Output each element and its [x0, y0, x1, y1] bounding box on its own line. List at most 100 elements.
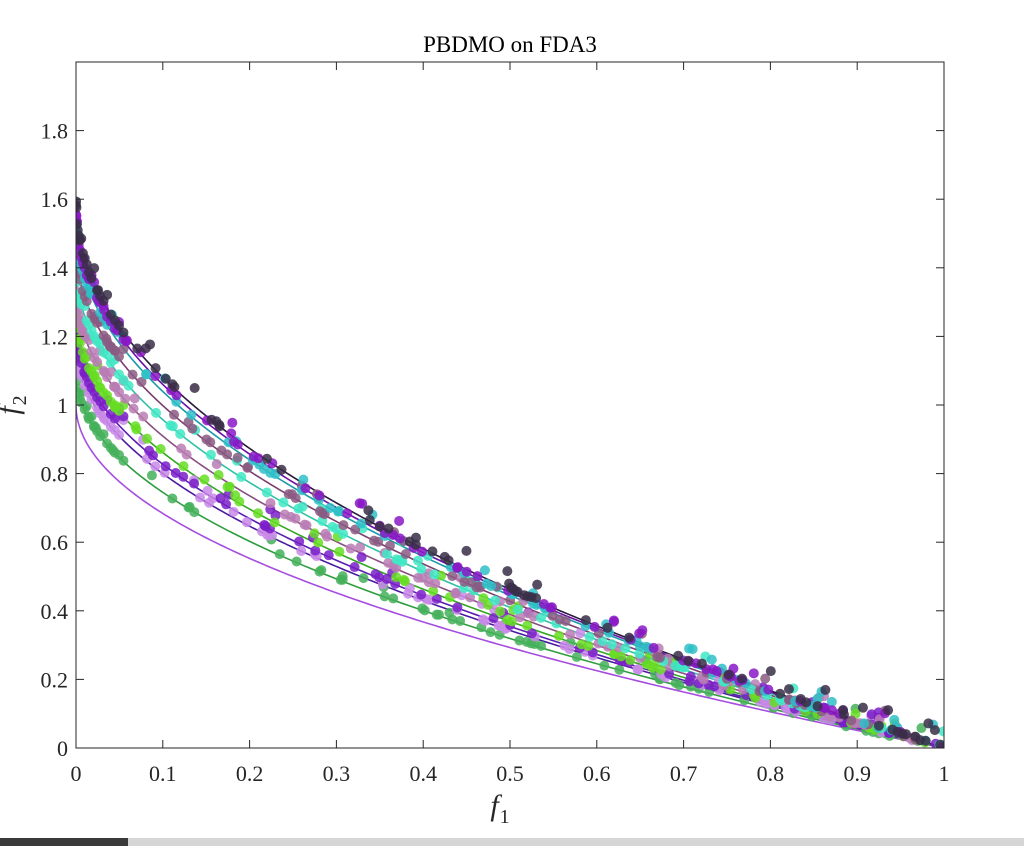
data-point — [412, 555, 423, 566]
data-point — [92, 357, 103, 368]
data-point — [109, 381, 120, 392]
data-point — [560, 616, 571, 626]
data-point — [265, 498, 276, 509]
x-axis-label-subscript: 1 — [500, 806, 510, 828]
data-point — [189, 478, 200, 489]
data-point — [812, 701, 823, 712]
y-tick-label: 1.4 — [41, 256, 69, 281]
data-point — [634, 628, 645, 639]
data-point — [298, 474, 309, 485]
data-point — [447, 614, 458, 625]
data-point — [93, 285, 104, 296]
data-point — [410, 539, 421, 550]
data-point — [232, 452, 243, 463]
data-point — [381, 548, 392, 559]
data-point — [109, 413, 120, 424]
data-point — [515, 612, 525, 623]
data-point — [461, 545, 472, 556]
data-point — [400, 548, 411, 559]
data-point — [155, 444, 166, 455]
data-point — [455, 615, 466, 626]
data-point — [388, 593, 399, 604]
x-tick-label: 0.3 — [323, 761, 351, 786]
data-point — [167, 493, 178, 504]
data-point — [132, 343, 143, 354]
data-point — [620, 643, 631, 654]
data-point — [127, 369, 138, 380]
data-point — [430, 578, 441, 589]
data-point — [128, 403, 139, 414]
data-point — [571, 651, 582, 662]
data-point — [502, 566, 513, 577]
data-point — [532, 579, 543, 590]
data-point — [763, 684, 774, 695]
x-tick-label: 0.6 — [583, 761, 611, 786]
data-point — [211, 459, 222, 470]
data-point — [248, 451, 259, 462]
data-point — [178, 471, 189, 482]
data-point — [479, 565, 490, 576]
data-point — [118, 327, 129, 338]
x-axis-ticks: 0 0.1 0.2 0.3 0.4 0.5 0.6 0.7 0.8 0.9 1 — [71, 62, 950, 786]
data-point — [327, 521, 338, 532]
x-tick-label: 0.1 — [149, 761, 177, 786]
y-axis-label-subscript: 2 — [9, 395, 31, 405]
data-point — [170, 468, 181, 478]
data-point — [599, 660, 610, 671]
data-point — [169, 409, 180, 420]
data-point — [213, 470, 224, 480]
front-points — [76, 196, 944, 748]
data-point — [625, 655, 636, 666]
data-point — [83, 411, 94, 422]
y-tick-label: 1 — [57, 393, 68, 418]
x-tick-label: 0.4 — [409, 761, 437, 786]
data-point — [632, 664, 643, 675]
data-point — [935, 739, 944, 748]
data-point — [723, 669, 734, 680]
data-point — [589, 621, 600, 632]
data-point — [201, 434, 212, 445]
data-point — [150, 371, 161, 382]
x-tick-label: 0.2 — [236, 761, 264, 786]
data-point — [187, 423, 198, 434]
data-point — [485, 627, 496, 638]
y-tick-label: 0.8 — [41, 462, 69, 487]
data-point — [472, 571, 483, 582]
y-axis-ticks: 0 0.2 0.4 0.6 0.8 1 1.2 1.4 1.6 1.8 — [41, 119, 944, 761]
y-tick-label: 0.2 — [41, 667, 69, 692]
data-point — [706, 654, 717, 665]
data-point — [580, 615, 591, 626]
data-point — [101, 333, 112, 344]
y-tick-label: 0.6 — [41, 530, 69, 555]
data-point — [150, 363, 161, 374]
data-point — [820, 684, 831, 695]
data-point — [258, 464, 269, 475]
data-point — [317, 508, 328, 519]
data-point — [241, 517, 252, 528]
data-point — [883, 705, 894, 716]
data-point — [356, 552, 367, 563]
data-point — [892, 726, 903, 737]
data-point — [314, 490, 325, 501]
data-point — [938, 726, 944, 737]
data-point — [186, 409, 197, 420]
data-point — [447, 571, 458, 582]
data-point — [199, 474, 210, 485]
data-point — [142, 433, 153, 444]
data-point — [538, 599, 549, 609]
x-tick-label: 0.9 — [843, 761, 871, 786]
x-tick-label: 0.8 — [757, 761, 785, 786]
data-point — [379, 591, 390, 602]
data-point — [417, 546, 428, 557]
data-point — [737, 673, 747, 684]
data-point — [648, 642, 659, 653]
data-point — [459, 576, 470, 587]
data-point — [687, 644, 698, 655]
data-point — [349, 562, 360, 573]
data-point — [316, 565, 327, 576]
data-point — [889, 714, 900, 725]
data-point — [118, 344, 129, 355]
data-point — [429, 569, 440, 580]
data-point — [310, 545, 321, 556]
data-point — [146, 470, 157, 481]
